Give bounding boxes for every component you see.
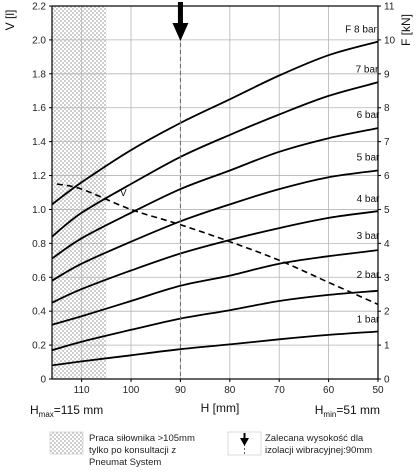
y-left-axis-title: V [l] <box>3 10 17 31</box>
y-left-tick-label: 1.8 <box>32 69 46 80</box>
y-right-tick-label: 7 <box>384 137 390 148</box>
y-right-tick-label: 4 <box>384 239 390 250</box>
legend-hatch-line: tylko po konsultacji z <box>89 445 177 456</box>
series-label: F 8 bar <box>345 25 377 36</box>
legend-hatch-line: Praca siłownika >105mm <box>89 433 195 444</box>
x-tick-label: 90 <box>175 385 187 396</box>
legend-arrow-line: Zalecana wysokość dla <box>265 433 364 444</box>
series-line <box>51 249 379 326</box>
x-axis-title: H [mm] <box>201 401 240 415</box>
y-left-tick-label: 1.0 <box>32 205 46 216</box>
series-label: 6 bar <box>357 110 380 121</box>
plot-frame <box>51 5 379 380</box>
y-left-tick-label: 1.2 <box>32 171 46 182</box>
y-right-tick-label: 5 <box>384 205 390 216</box>
y-right-tick-label: 1 <box>384 341 390 352</box>
legend-hatch-text: Praca siłownika >105mm tylko po konsulta… <box>89 433 195 469</box>
series-label: 5 bar <box>357 152 380 163</box>
x-tick-label: 50 <box>372 385 384 396</box>
legend-arrow-shaft <box>243 433 246 438</box>
y-right-tick-label: 9 <box>384 69 390 80</box>
marker-arrow-head <box>172 23 189 41</box>
y-right-tick-label: 6 <box>384 171 390 182</box>
legend-hatch-line: Pneumat System <box>89 457 162 468</box>
y-right-tick-label: 2 <box>384 307 390 318</box>
y-right-tick-label: 11 <box>384 2 395 13</box>
series-line <box>51 40 379 206</box>
series-label: 1 bar <box>357 315 380 326</box>
legend-arrow-line: izolacji wibracyjnej:90mm <box>265 445 373 456</box>
y-right-tick-label: 3 <box>384 273 390 284</box>
y-right-axis-title: F [kN] <box>399 14 413 46</box>
series-line <box>51 289 379 352</box>
h-max-label: Hmax=115 mm <box>30 403 103 419</box>
y-left-tick-label: 1.6 <box>32 103 46 114</box>
y-left-tick-label: 1.4 <box>32 137 46 148</box>
series-line <box>51 210 379 304</box>
y-left-tick-label: 0.6 <box>32 273 46 284</box>
y-right-tick-label: 0 <box>384 375 390 386</box>
x-tick-label: 70 <box>274 385 286 396</box>
y-left-tick-label: 0.8 <box>32 239 46 250</box>
y-right-tick-label: 8 <box>384 103 390 114</box>
legend-arrow-icon <box>240 438 249 446</box>
series-line <box>51 330 379 367</box>
x-tick-label: 110 <box>74 385 90 396</box>
x-tick-label: 80 <box>224 385 236 396</box>
legend-hatch-swatch <box>49 431 84 455</box>
series-line <box>51 81 379 238</box>
series-label: 7 bar <box>356 64 379 75</box>
y-left-tick-label: 0.4 <box>32 307 46 318</box>
y-left-tick-label: 0.2 <box>32 341 46 352</box>
y-left-tick-label: 0 <box>40 375 46 386</box>
marker-arrow-shaft <box>177 2 183 24</box>
series-label: 2 bar <box>357 270 380 281</box>
y-left-tick-label: 2.2 <box>32 2 46 13</box>
y-left-tick-label: 2.0 <box>32 35 46 46</box>
series-line-v-dashed <box>56 183 379 306</box>
v-curve-label: V <box>120 188 127 199</box>
h-min-label: Hmin=51 mm <box>315 403 380 419</box>
y-right-tick-label: 10 <box>384 35 396 46</box>
series-label: 4 bar <box>357 194 380 205</box>
x-tick-label: 100 <box>123 385 140 396</box>
series-label: 3 bar <box>357 231 380 242</box>
x-tick-label: 60 <box>323 385 335 396</box>
series-line <box>51 169 379 282</box>
legend-arrow-text: Zalecana wysokość dla izolacji wibracyjn… <box>265 433 372 457</box>
series-line <box>51 127 379 260</box>
